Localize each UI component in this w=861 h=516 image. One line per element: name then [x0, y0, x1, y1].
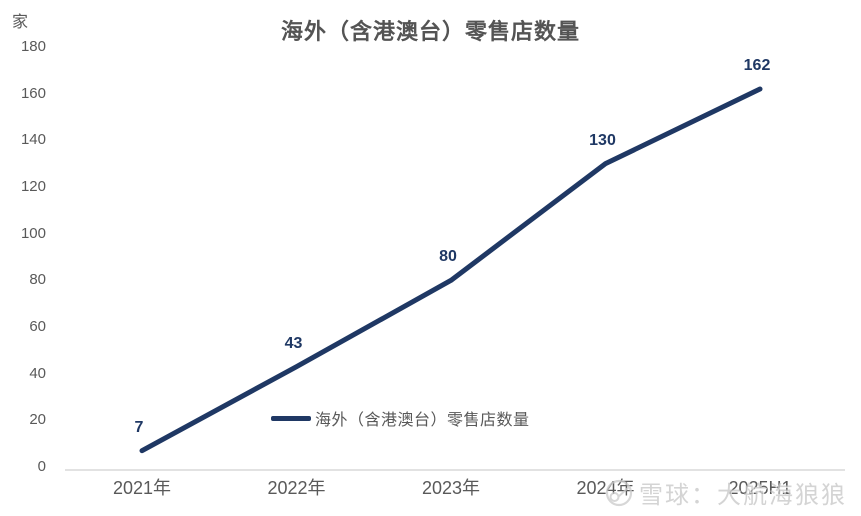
- data-label: 80: [439, 248, 457, 266]
- y-axis-unit-label: 家: [12, 14, 29, 31]
- y-tick-label: 120: [20, 178, 46, 195]
- y-tick-label: 180: [20, 38, 46, 55]
- y-tick-label: 0: [37, 458, 46, 475]
- data-label: 43: [284, 334, 303, 352]
- y-tick-label: 40: [29, 364, 46, 382]
- y-tick-label: 80: [29, 271, 46, 289]
- y-tick-label: 160: [20, 84, 46, 102]
- x-tick-label: 2025H1: [728, 478, 792, 498]
- x-tick-label: 2021年: [112, 478, 172, 498]
- chart-title: 海外（含港澳台）零售店数量: [280, 19, 580, 44]
- series-line: [139, 86, 763, 454]
- x-tick-label: 2023年: [421, 478, 481, 498]
- data-label: 162: [743, 57, 771, 74]
- x-tick-label: 2024年: [576, 478, 635, 498]
- y-tick-label: 100: [20, 224, 46, 242]
- legend-label: 海外（含港澳台）零售店数量: [315, 412, 530, 429]
- x-tick-label: 2022年: [267, 478, 326, 498]
- legend-line-swatch: [271, 415, 311, 421]
- y-tick-label: 140: [20, 131, 46, 149]
- data-label: 130: [589, 131, 616, 149]
- legend: 海外（含港澳台）零售店数量: [271, 408, 530, 429]
- data-label: 7: [134, 418, 144, 436]
- y-tick-label: 20: [29, 411, 46, 429]
- y-tick-label: 60: [29, 318, 46, 335]
